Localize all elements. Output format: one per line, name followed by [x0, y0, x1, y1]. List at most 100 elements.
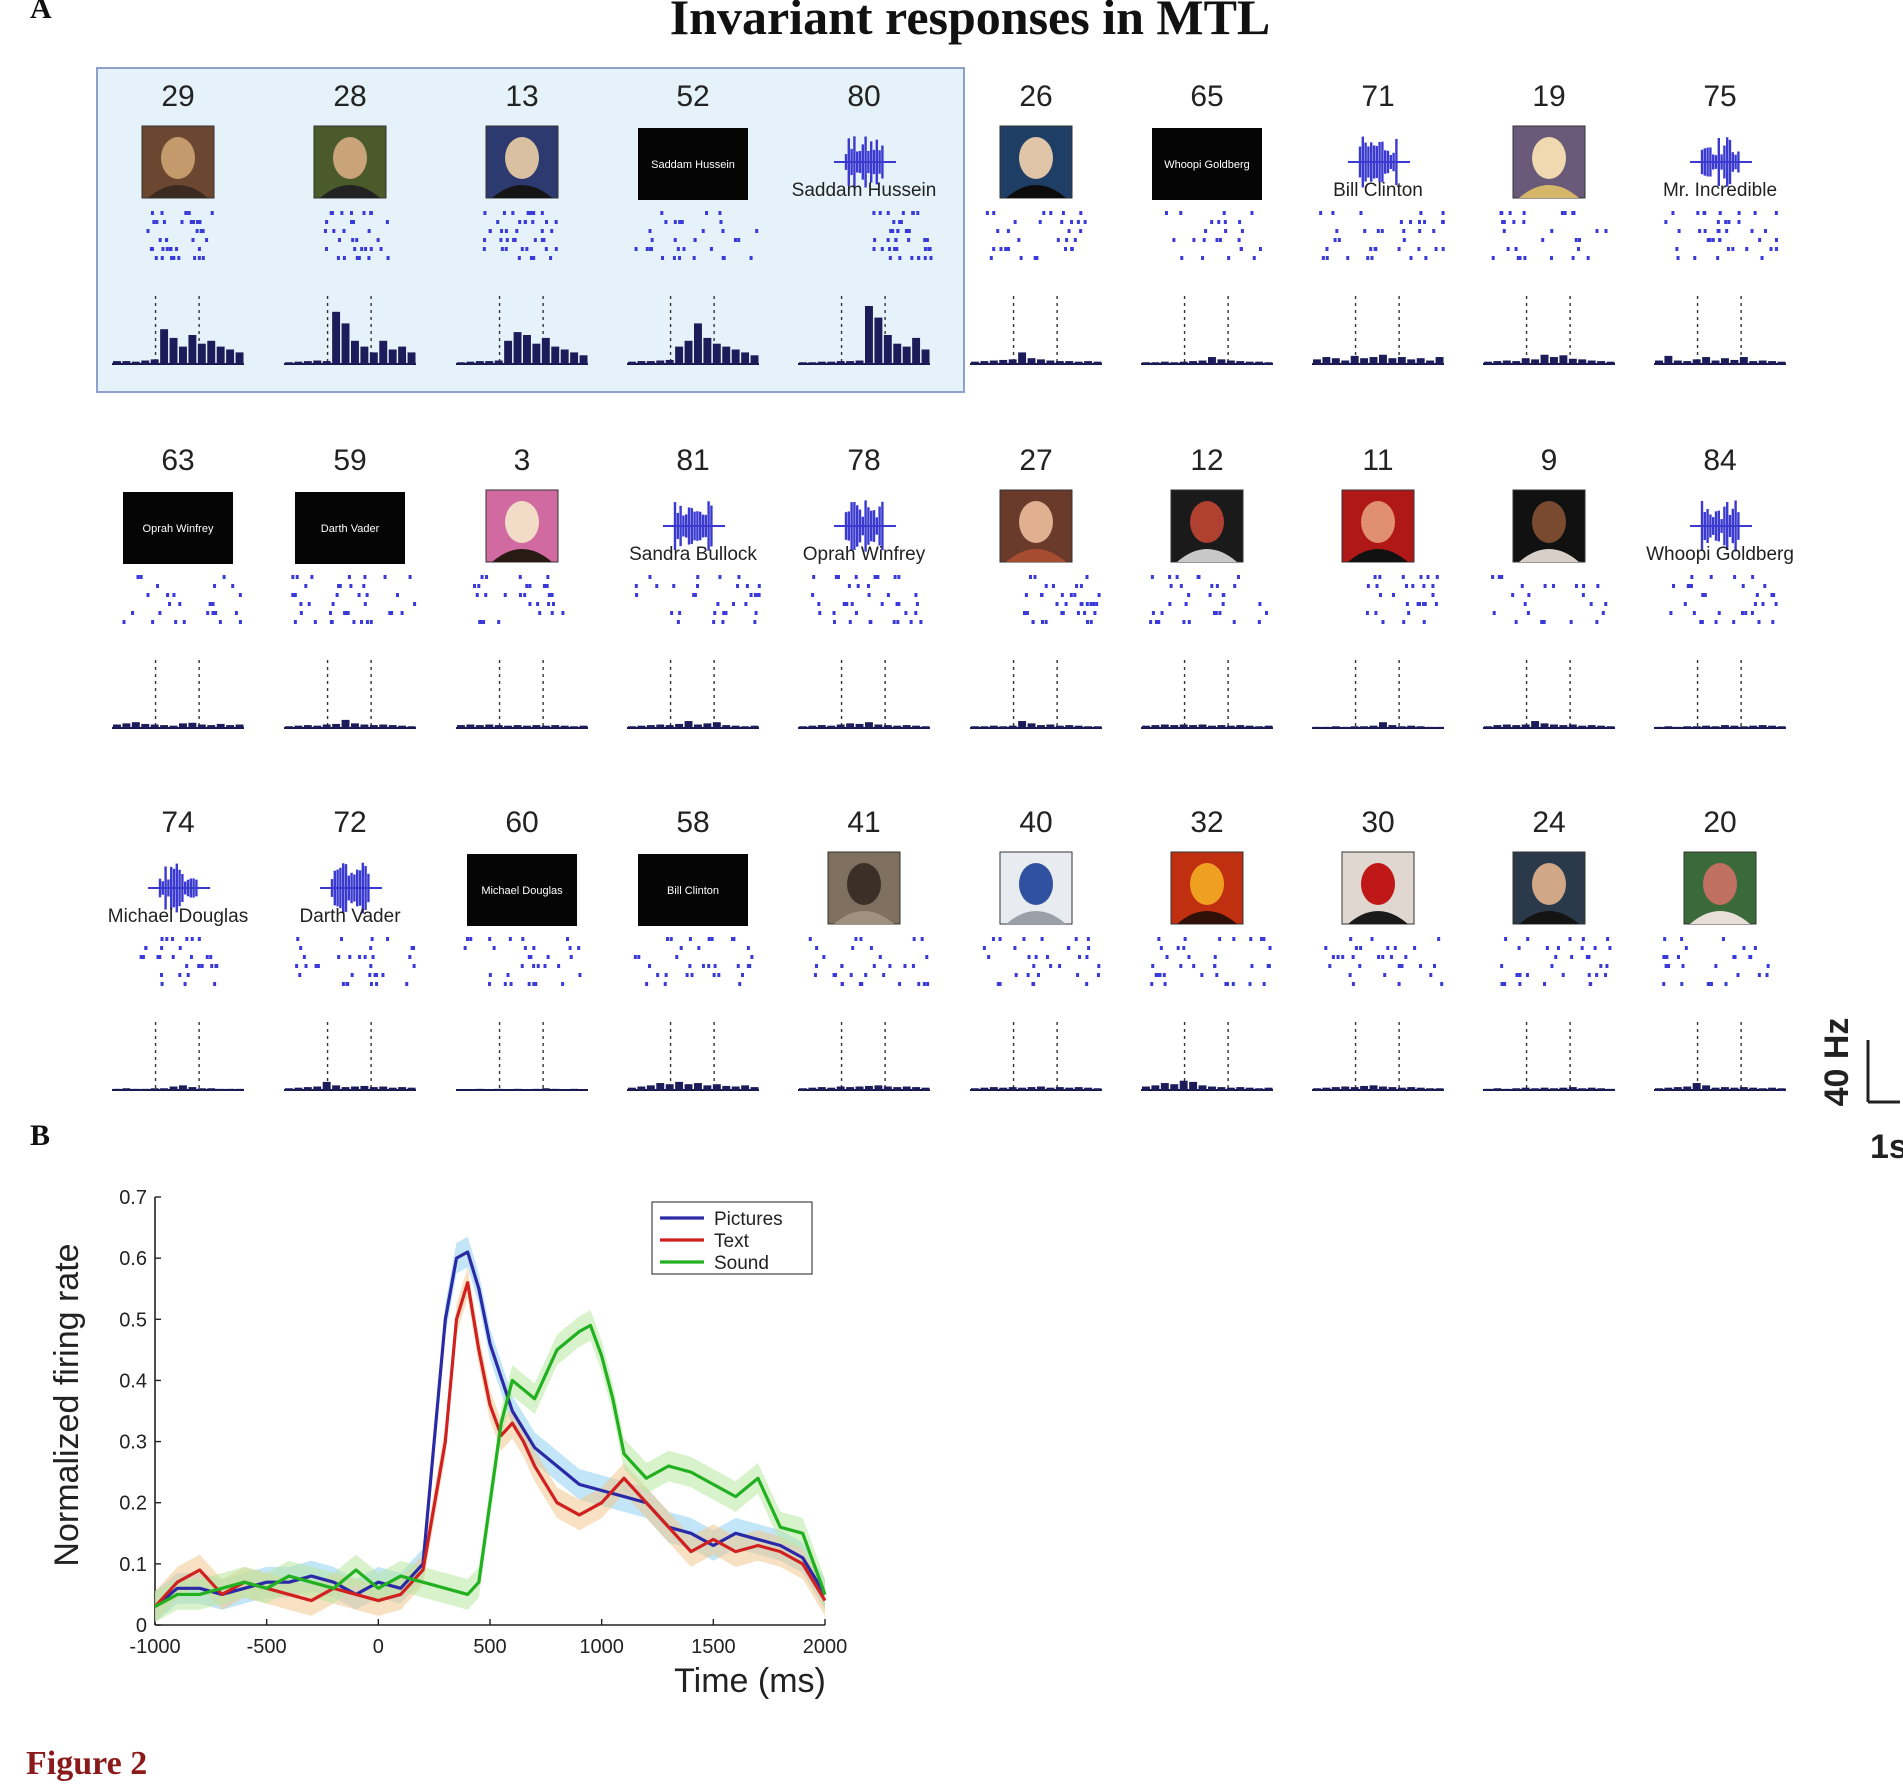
histogram-bar	[216, 1088, 225, 1090]
spike-mark	[891, 229, 895, 233]
histogram-bar	[846, 1087, 855, 1090]
spike-mark	[1085, 602, 1089, 606]
spike-mark	[1086, 937, 1090, 941]
histogram-bar	[407, 726, 416, 728]
spike-mark	[917, 256, 921, 260]
histogram-bar	[980, 726, 989, 728]
spike-mark	[146, 229, 150, 233]
spike-mark	[911, 964, 915, 968]
spike-mark	[1168, 575, 1172, 579]
spike-mark	[1523, 602, 1527, 606]
histogram-bar	[1777, 726, 1786, 728]
stimulus-sound-label: Oprah Winfrey	[803, 544, 926, 565]
histogram-bar	[722, 725, 731, 728]
psth-histogram	[1312, 296, 1444, 365]
spike-mark	[907, 238, 911, 242]
histogram-bar	[570, 726, 579, 728]
histogram-bar	[523, 725, 531, 728]
spike-mark	[313, 620, 317, 624]
histogram-bar	[1777, 1088, 1786, 1090]
histogram-bar	[379, 340, 388, 364]
stimulus-number: 52	[676, 80, 709, 113]
x-tick-label: 500	[473, 1636, 506, 1658]
spike-mark	[1664, 220, 1668, 224]
spike-mark	[1662, 955, 1666, 959]
spike-mark	[745, 584, 749, 588]
histogram-bar	[303, 1087, 312, 1090]
stimulus-number: 30	[1361, 806, 1394, 839]
spike-mark	[1492, 611, 1496, 615]
spike-mark	[1577, 247, 1581, 251]
spike-mark	[757, 584, 761, 588]
spike-mark	[379, 247, 383, 251]
spike-mark	[341, 982, 345, 986]
spike-mark	[1491, 256, 1495, 260]
histogram-bar	[1170, 362, 1179, 364]
histogram-bar	[712, 1084, 721, 1090]
spike-raster	[146, 211, 214, 260]
stimulus-text-card	[638, 854, 748, 926]
histogram-bar	[731, 725, 740, 728]
spike-mark	[1187, 955, 1191, 959]
x-axis-label: Time (ms)	[674, 1662, 826, 1700]
spike-mark	[1096, 973, 1100, 977]
spike-mark	[1031, 620, 1035, 624]
error-band	[155, 1310, 825, 1622]
histogram-bar	[216, 346, 225, 364]
histogram-bar	[1074, 361, 1083, 364]
spike-mark	[1032, 982, 1036, 986]
spike-mark	[214, 611, 218, 615]
spike-mark	[1397, 982, 1401, 986]
spike-mark	[1383, 973, 1387, 977]
spike-mark	[893, 247, 897, 251]
stimulus-text-label: Bill Clinton	[667, 885, 719, 897]
spike-mark	[504, 247, 508, 251]
spike-mark	[1058, 964, 1062, 968]
spike-mark	[184, 211, 188, 215]
spike-mark	[385, 220, 389, 224]
photo-shoulders	[1006, 549, 1066, 562]
histogram-bar	[513, 725, 522, 728]
spike-mark	[675, 955, 679, 959]
histogram-bar	[1758, 1088, 1767, 1090]
spike-mark	[1026, 973, 1030, 977]
spike-mark	[175, 247, 179, 251]
histogram-bar	[207, 340, 216, 364]
spike-mark	[669, 937, 673, 941]
histogram-bar	[197, 724, 206, 728]
histogram-bar	[1435, 726, 1444, 728]
spike-mark	[171, 955, 175, 959]
spike-mark	[1027, 955, 1031, 959]
spike-mark	[499, 238, 503, 242]
spike-mark	[635, 593, 639, 597]
spike-mark	[1429, 973, 1433, 977]
histogram-bar	[1397, 357, 1406, 364]
spike-mark	[160, 982, 164, 986]
spike-mark	[154, 256, 158, 260]
histogram-bar	[504, 725, 513, 728]
histogram-bar	[1331, 1087, 1340, 1090]
spike-mark	[1698, 229, 1702, 233]
spike-mark	[1774, 211, 1778, 215]
spike-mark	[1157, 937, 1161, 941]
spike-mark	[717, 973, 721, 977]
spike-mark	[329, 611, 333, 615]
spike-mark	[488, 982, 492, 986]
spike-mark	[737, 575, 741, 579]
spike-mark	[1422, 602, 1426, 606]
histogram-bar	[560, 725, 569, 728]
histogram-bar	[646, 725, 655, 728]
spike-mark	[1765, 973, 1769, 977]
histogram-bar	[750, 355, 759, 364]
histogram-bar	[485, 724, 494, 728]
spike-mark	[634, 584, 638, 588]
spike-mark	[850, 602, 854, 606]
spike-mark	[693, 238, 697, 242]
neuron-cell: 40	[970, 806, 1102, 1091]
stimulus-sound-waveform	[834, 136, 896, 188]
spike-mark	[338, 584, 342, 588]
histogram-bar	[1217, 359, 1226, 364]
spike-mark	[856, 584, 860, 588]
